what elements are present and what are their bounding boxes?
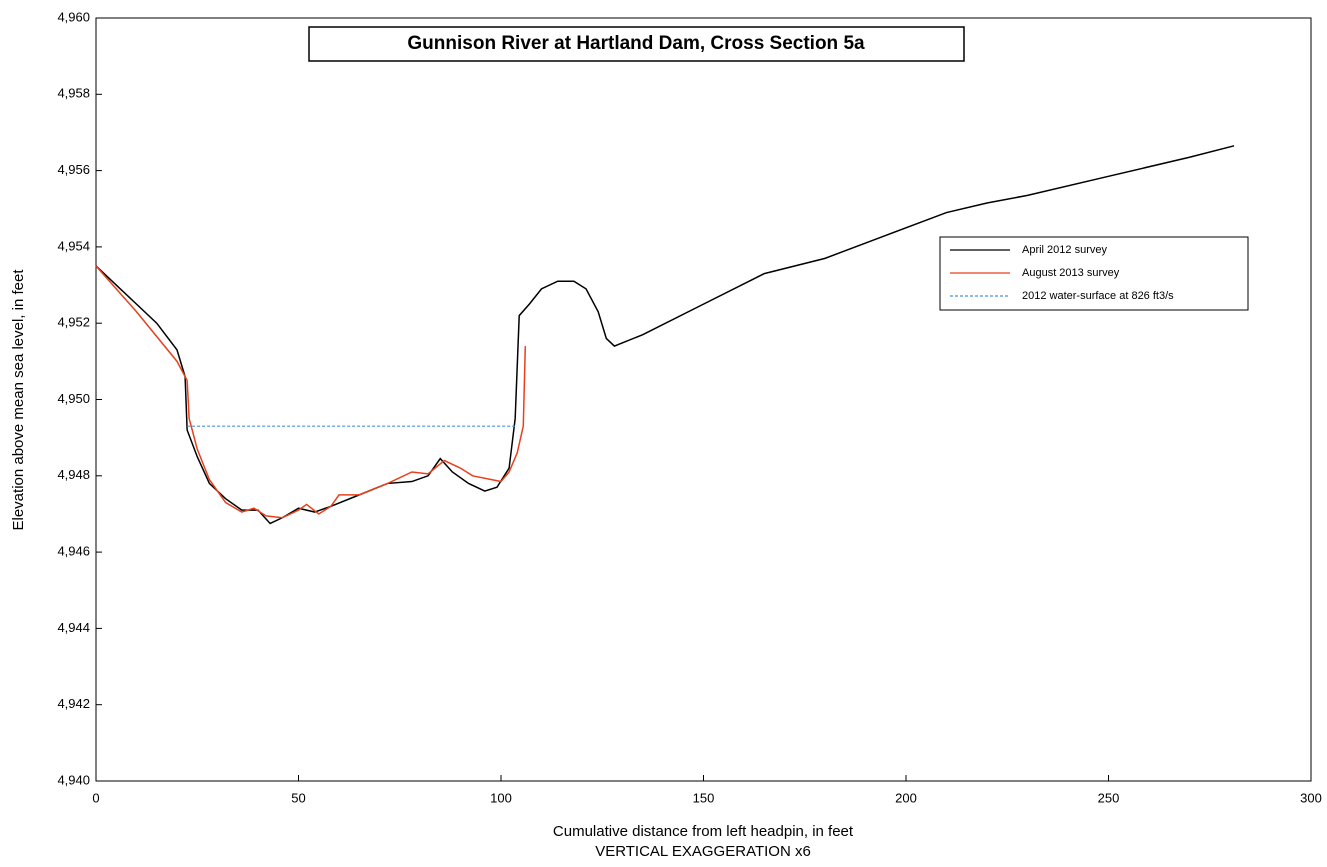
- x-tick-label: 0: [92, 790, 99, 805]
- y-tick-label: 4,958: [57, 86, 90, 101]
- y-tick-label: 4,960: [57, 9, 90, 24]
- y-tick-label: 4,956: [57, 162, 90, 177]
- x-tick-label: 200: [895, 790, 917, 805]
- x-tick-label: 150: [693, 790, 715, 805]
- plot-frame: [95, 17, 1312, 782]
- x-tick-label: 250: [1098, 790, 1120, 805]
- legend-label: 2012 water-surface at 826 ft3/s: [1022, 290, 1174, 302]
- chart-title: Gunnison River at Hartland Dam, Cross Se…: [407, 33, 865, 54]
- y-tick-label: 4,950: [57, 391, 90, 406]
- x-axis-label: Cumulative distance from left headpin, i…: [553, 823, 854, 840]
- y-axis-label: Elevation above mean sea level, in feet: [10, 269, 27, 531]
- series-line: [95, 145, 1235, 525]
- y-tick-label: 4,944: [57, 620, 90, 635]
- x-tick-label: 50: [291, 790, 305, 805]
- x-tick-label: 300: [1300, 790, 1322, 805]
- y-tick-label: 4,954: [57, 238, 90, 253]
- y-tick-label: 4,952: [57, 315, 90, 330]
- annotation: VERTICAL EXAGGERATION x6: [595, 843, 811, 860]
- y-tick-label: 4,946: [57, 544, 90, 559]
- y-tick-label: 4,940: [57, 772, 90, 787]
- y-tick-label: 4,942: [57, 696, 90, 711]
- legend-label: August 2013 survey: [1022, 267, 1120, 279]
- x-tick-label: 100: [490, 790, 512, 805]
- legend-label: April 2012 survey: [1022, 244, 1107, 256]
- title-box: [308, 26, 965, 62]
- y-tick-label: 4,948: [57, 467, 90, 482]
- series-line: [95, 265, 527, 519]
